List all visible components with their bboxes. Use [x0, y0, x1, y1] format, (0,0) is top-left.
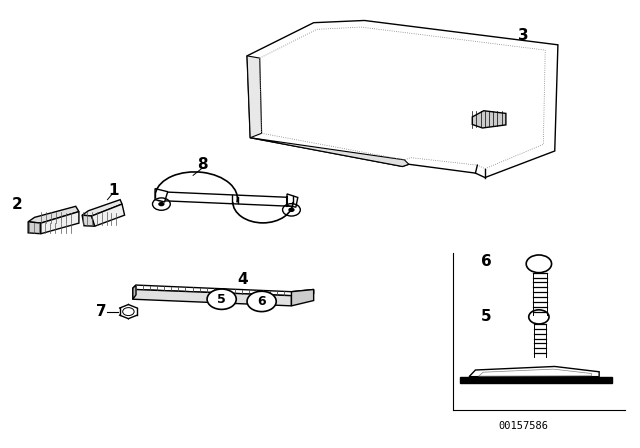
Polygon shape [247, 21, 558, 177]
Polygon shape [28, 206, 79, 223]
Text: 5: 5 [481, 309, 492, 323]
Polygon shape [82, 215, 95, 226]
Circle shape [247, 291, 276, 312]
Text: 1: 1 [109, 183, 119, 198]
Polygon shape [92, 204, 125, 226]
Circle shape [207, 289, 236, 310]
Text: 8: 8 [197, 157, 208, 172]
Polygon shape [291, 289, 314, 306]
Text: 4: 4 [237, 272, 248, 287]
Polygon shape [460, 377, 612, 383]
Polygon shape [287, 194, 298, 207]
Polygon shape [133, 285, 136, 299]
Polygon shape [469, 366, 599, 377]
Polygon shape [472, 111, 506, 128]
Polygon shape [82, 200, 122, 216]
Polygon shape [158, 192, 291, 206]
Circle shape [288, 207, 294, 212]
Text: 6: 6 [481, 254, 492, 269]
Text: 5: 5 [218, 293, 226, 306]
Polygon shape [247, 56, 262, 138]
Text: 7: 7 [96, 304, 106, 319]
Text: 6: 6 [257, 295, 266, 308]
Text: 2: 2 [12, 197, 22, 211]
Polygon shape [155, 189, 168, 202]
Text: 3: 3 [518, 29, 529, 43]
Polygon shape [133, 288, 291, 306]
Polygon shape [250, 138, 409, 167]
Polygon shape [41, 211, 79, 234]
Text: 00157586: 00157586 [498, 421, 548, 431]
Polygon shape [28, 222, 41, 234]
Circle shape [158, 202, 164, 206]
Polygon shape [133, 285, 314, 296]
